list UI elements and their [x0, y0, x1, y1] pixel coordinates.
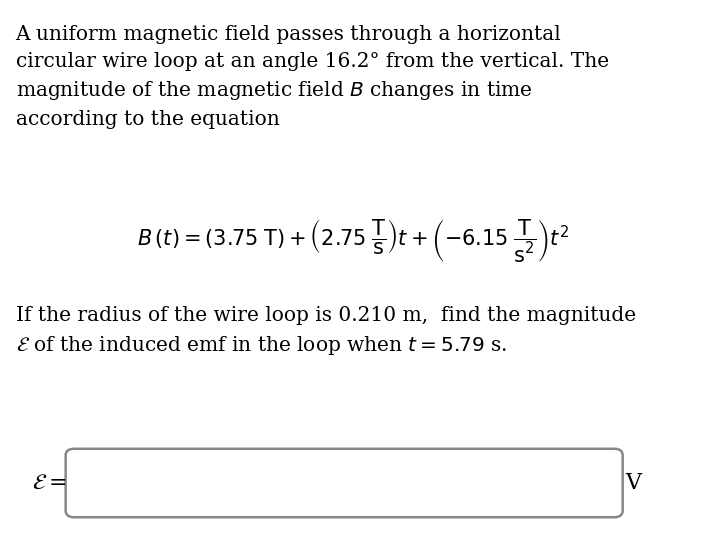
Text: V: V	[625, 472, 641, 494]
FancyBboxPatch shape	[66, 449, 623, 517]
Text: $\mathcal{E} =$: $\mathcal{E} =$	[32, 472, 67, 494]
Text: $B\,(t) = (3.75\;\mathrm{T}) + \left(2.75\;\dfrac{\mathrm{T}}{\mathrm{s}}\right): $B\,(t) = (3.75\;\mathrm{T}) + \left(2.7…	[137, 216, 569, 264]
Text: If the radius of the wire loop is 0.210 m,  find the magnitude
$\mathcal{E}$ of : If the radius of the wire loop is 0.210 …	[16, 306, 635, 357]
Text: A uniform magnetic field passes through a horizontal
circular wire loop at an an: A uniform magnetic field passes through …	[16, 25, 609, 129]
